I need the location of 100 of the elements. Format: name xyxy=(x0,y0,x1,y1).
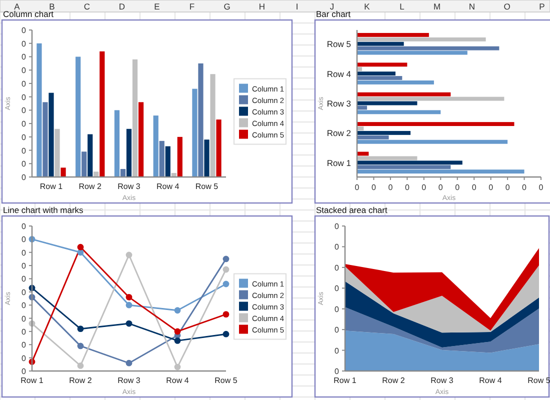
bar xyxy=(126,128,132,177)
bar xyxy=(48,92,54,177)
x-tick-label: Row 5 xyxy=(195,182,219,191)
bar xyxy=(357,76,402,80)
x-tick-label: Row 4 xyxy=(166,376,190,385)
chart-title: Line chart with marks xyxy=(3,205,84,215)
x-tick-label: 0 xyxy=(372,183,376,192)
y-tick-label: 0 xyxy=(22,248,27,258)
y-tick-label: 0 xyxy=(22,106,27,116)
x-tick-label: Row 4 xyxy=(479,376,502,385)
bar xyxy=(357,126,364,130)
bar xyxy=(357,37,486,42)
y-tick-label: 0 xyxy=(22,288,27,297)
y-tick-label: 0 xyxy=(22,222,27,231)
bar xyxy=(198,63,204,177)
text: M xyxy=(433,2,441,12)
y-tick-label: 0 xyxy=(22,66,27,76)
bar xyxy=(357,72,396,76)
point xyxy=(77,362,84,369)
bar xyxy=(177,136,182,177)
point xyxy=(126,294,132,300)
bar xyxy=(94,172,99,177)
x-tick-label: Row 4 xyxy=(156,182,180,191)
text: H xyxy=(258,2,266,12)
y-tick-label: Row 1 xyxy=(326,158,352,168)
text: B xyxy=(49,2,56,12)
x-tick-label: Row 5 xyxy=(528,376,550,385)
y-tick-label: 0 xyxy=(334,346,340,356)
point xyxy=(174,364,181,370)
point xyxy=(222,280,230,288)
bar xyxy=(357,62,408,67)
point xyxy=(77,342,84,350)
y-tick-label: 0 xyxy=(334,222,340,231)
point xyxy=(77,244,84,250)
text: K xyxy=(364,2,370,12)
bar xyxy=(153,116,158,177)
bar xyxy=(36,43,42,177)
y-tick-label: 0 xyxy=(22,340,27,350)
point xyxy=(77,249,84,256)
y-tick-label: 0 xyxy=(22,173,27,182)
text: A xyxy=(14,2,20,12)
point xyxy=(126,360,132,366)
y-tick-label: 0 xyxy=(22,79,27,88)
y-tick-label: 0 xyxy=(334,263,340,272)
text: N xyxy=(468,2,476,12)
bar xyxy=(357,92,451,96)
y-tick-label: 0 xyxy=(334,242,340,252)
bar xyxy=(357,140,508,144)
bar xyxy=(42,102,48,177)
y-tick-label: 0 xyxy=(22,274,27,284)
chart-title: Bar chart xyxy=(316,9,352,19)
text: I xyxy=(296,2,298,12)
x-tick-label: 0 xyxy=(538,183,544,192)
bar xyxy=(132,59,138,177)
bar xyxy=(357,46,500,50)
point xyxy=(126,320,132,327)
point xyxy=(77,326,84,332)
bar xyxy=(357,80,434,84)
chart-title: Column chart xyxy=(3,9,54,19)
x-tick-label: 0 xyxy=(354,183,360,192)
bar xyxy=(357,130,411,135)
x-tick-label: 0 xyxy=(455,183,460,192)
bar xyxy=(159,140,164,177)
bar xyxy=(357,156,418,160)
text: L xyxy=(400,2,405,12)
text: P xyxy=(539,2,546,12)
y-tick-label: 0 xyxy=(334,326,340,335)
y-tick-label: Row 5 xyxy=(326,39,352,50)
point xyxy=(222,266,230,273)
y-tick-label: Row 3 xyxy=(326,98,352,108)
y-tick-label: 0 xyxy=(334,284,340,294)
x-tick-label: 0 xyxy=(505,183,510,192)
bar xyxy=(357,42,404,46)
y-tick-label: 0 xyxy=(22,39,27,48)
bar xyxy=(88,134,93,177)
x-tick-label: 0 xyxy=(422,183,427,192)
bar xyxy=(100,51,105,177)
bar xyxy=(192,88,198,177)
x-tick-label: Row 1 xyxy=(40,182,64,191)
text: E xyxy=(154,2,160,12)
x-tick-label: Row 2 xyxy=(382,376,406,385)
x-tick-label: 0 xyxy=(438,183,444,192)
point xyxy=(174,337,181,344)
x-tick-label: Row 3 xyxy=(118,376,141,385)
bar xyxy=(210,74,216,177)
bar xyxy=(357,135,389,140)
point xyxy=(222,256,230,262)
point xyxy=(126,252,132,258)
x-tick-label: 0 xyxy=(522,183,528,192)
y-tick-label: 0 xyxy=(22,132,27,142)
bar xyxy=(138,102,144,177)
bar xyxy=(76,56,81,177)
x-tick-label: Row 2 xyxy=(78,182,102,191)
y-tick-label: 0 xyxy=(22,92,27,102)
bar xyxy=(216,120,222,177)
bar xyxy=(357,122,514,126)
y-tick-label: 0 xyxy=(22,235,27,244)
point xyxy=(126,302,132,308)
x-tick-label: Row 2 xyxy=(69,376,92,385)
bar xyxy=(54,128,60,177)
